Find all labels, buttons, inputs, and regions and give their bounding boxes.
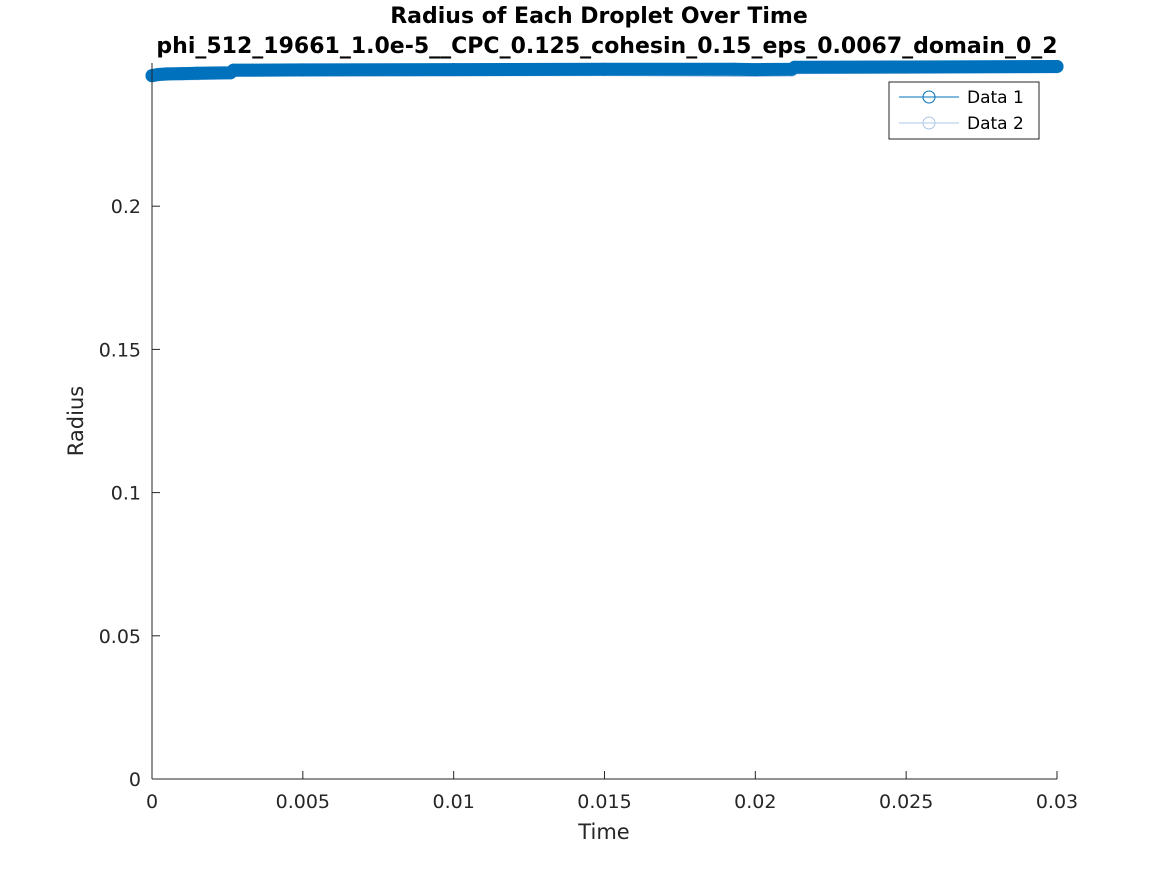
data-point — [727, 62, 741, 76]
data-point — [899, 60, 913, 74]
y-tick-label: 0 — [129, 769, 141, 791]
legend-label-data-2: Data 2 — [967, 114, 1024, 134]
y-tick-label: 0.1 — [111, 483, 141, 505]
data-point — [205, 66, 219, 80]
chart-title: Radius of Each Droplet Over Time — [390, 4, 808, 29]
chart-subtitle: phi_512_19661_1.0e-5__CPC_0.125_cohesin_… — [156, 34, 1057, 59]
x-ticks: 0 0.005 0.01 0.015 0.02 0.025 0.03 — [146, 771, 1078, 813]
legend: Data 1 Data 2 — [888, 81, 1040, 140]
x-tick-label: 0 — [146, 791, 158, 813]
data-point — [748, 63, 762, 77]
x-tick-label: 0.02 — [734, 791, 776, 813]
x-tick-label: 0.005 — [276, 791, 330, 813]
y-tick-label: 0.15 — [99, 339, 141, 361]
y-tick-label: 0.2 — [111, 196, 141, 218]
x-tick-label: 0.03 — [1036, 791, 1078, 813]
plot-area: 0 0.005 0.01 0.015 0.02 0.025 0.03 0 0.05 0.1 0.1… — [99, 59, 1078, 813]
y-ticks: 0 0.05 0.1 0.15 0.2 — [99, 196, 160, 791]
legend-marker-data-1 — [922, 90, 936, 104]
x-tick-label: 0.015 — [577, 791, 631, 813]
y-axis-label: Radius — [64, 386, 88, 456]
series-layer — [145, 59, 1064, 83]
y-tick-label: 0.05 — [99, 626, 141, 648]
data-point — [226, 63, 240, 77]
series-1 — [145, 59, 1064, 83]
data-point — [175, 67, 189, 81]
data-point — [447, 63, 461, 77]
legend-label-data-1: Data 1 — [967, 88, 1024, 108]
x-tick-label: 0.01 — [433, 791, 475, 813]
data-point — [296, 63, 310, 77]
x-tick-label: 0.025 — [879, 791, 933, 813]
data-point — [190, 66, 204, 80]
legend-box — [888, 81, 1040, 140]
data-point — [1050, 59, 1064, 73]
data-point — [788, 60, 802, 74]
data-point — [598, 62, 611, 76]
x-axis-label: Time — [577, 820, 629, 844]
data-point — [160, 67, 174, 81]
legend-marker-data-2 — [922, 116, 936, 130]
